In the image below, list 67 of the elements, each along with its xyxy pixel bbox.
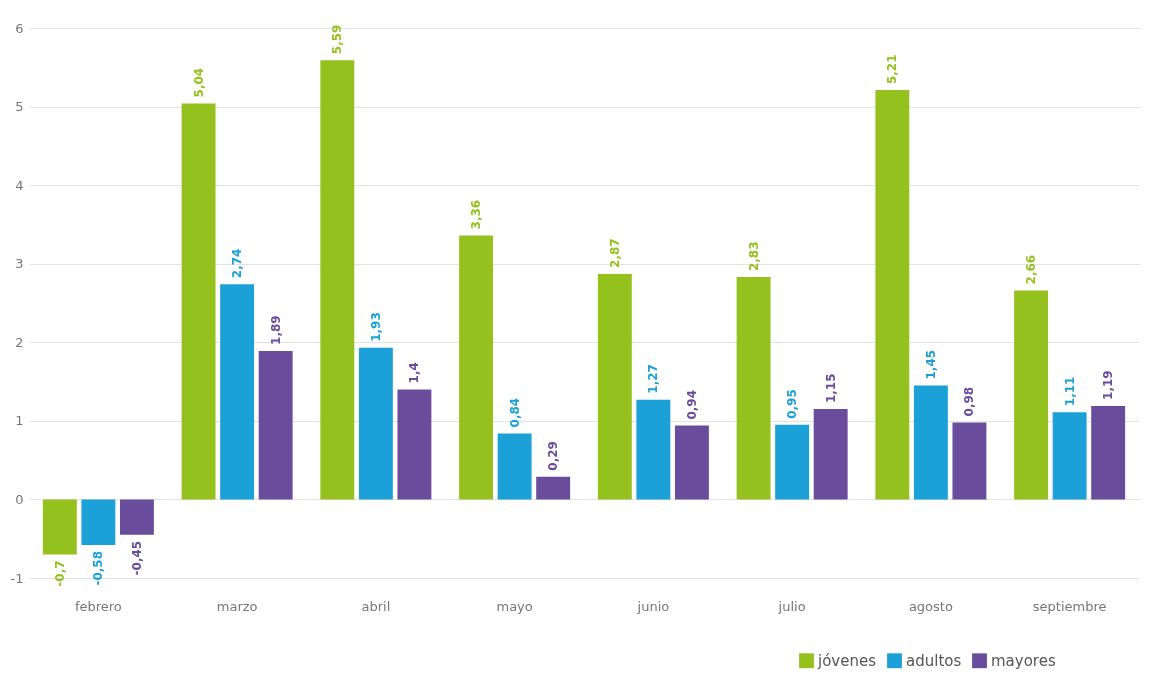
bar — [736, 277, 771, 500]
x-tick-label: agosto — [908, 598, 953, 614]
y-tick-label: 0 — [15, 491, 24, 507]
legend-label: mayores — [991, 651, 1056, 670]
y-tick-label: -1 — [10, 570, 24, 586]
data-label: 0,29 — [546, 441, 561, 471]
x-tick-label: junio — [636, 598, 670, 614]
bar — [358, 347, 393, 500]
y-tick-label: 5 — [15, 99, 24, 115]
bar — [1014, 290, 1049, 500]
bar — [81, 499, 116, 545]
bar — [397, 389, 432, 500]
data-label: -0,58 — [91, 551, 106, 586]
x-tick-label: mayo — [496, 598, 533, 614]
bar — [952, 422, 987, 500]
bar — [636, 399, 671, 500]
bar — [119, 499, 154, 535]
bar — [459, 235, 494, 500]
legend-label: adultos — [906, 651, 962, 670]
x-tick-label: julio — [777, 598, 806, 614]
x-tick-label: febrero — [74, 598, 122, 614]
data-label: 2,66 — [1024, 254, 1039, 285]
bar — [674, 425, 709, 500]
bar — [913, 385, 948, 500]
bar — [775, 424, 810, 500]
data-label: 1,89 — [268, 315, 283, 345]
data-label: 2,74 — [230, 248, 245, 279]
bar — [258, 350, 293, 500]
bar — [1091, 405, 1126, 500]
y-tick-label: 3 — [15, 256, 24, 272]
data-label: 2,87 — [607, 238, 622, 268]
y-tick-label: 4 — [15, 177, 24, 193]
bar — [813, 409, 848, 500]
data-label: 0,95 — [785, 389, 800, 419]
legend-label: jóvenes — [817, 651, 877, 670]
data-label: 5,21 — [885, 54, 900, 85]
data-label: 1,45 — [923, 349, 938, 380]
bar — [220, 284, 255, 500]
bar — [320, 60, 355, 500]
bar — [597, 273, 632, 500]
bar — [1052, 412, 1087, 500]
bar — [181, 103, 216, 500]
data-label: 1,15 — [823, 373, 838, 404]
data-label: 1,4 — [407, 362, 422, 384]
data-label: -0,7 — [52, 560, 67, 587]
data-label: -0,45 — [129, 540, 144, 576]
y-tick-label: 2 — [15, 334, 24, 350]
y-tick-label: 6 — [15, 20, 24, 36]
data-label: 0,84 — [507, 397, 522, 428]
data-label: 1,19 — [1101, 370, 1116, 400]
x-tick-label: abril — [361, 598, 391, 614]
data-label: 1,27 — [646, 364, 661, 394]
data-label: 3,36 — [469, 199, 484, 230]
x-tick-label: marzo — [216, 598, 258, 614]
y-tick-label: 1 — [15, 413, 24, 429]
data-label: 1,11 — [1062, 376, 1077, 407]
data-label: 1,93 — [368, 312, 383, 342]
bar — [42, 499, 77, 555]
data-label: 0,94 — [684, 389, 699, 420]
data-label: 0,98 — [962, 386, 977, 417]
data-label: 5,04 — [191, 67, 206, 98]
bar — [536, 476, 571, 500]
data-label: 2,83 — [746, 241, 761, 272]
bar — [875, 90, 910, 500]
x-tick-label: septiembre — [1032, 598, 1107, 614]
data-label: 5,59 — [330, 24, 345, 55]
bar — [497, 433, 532, 500]
